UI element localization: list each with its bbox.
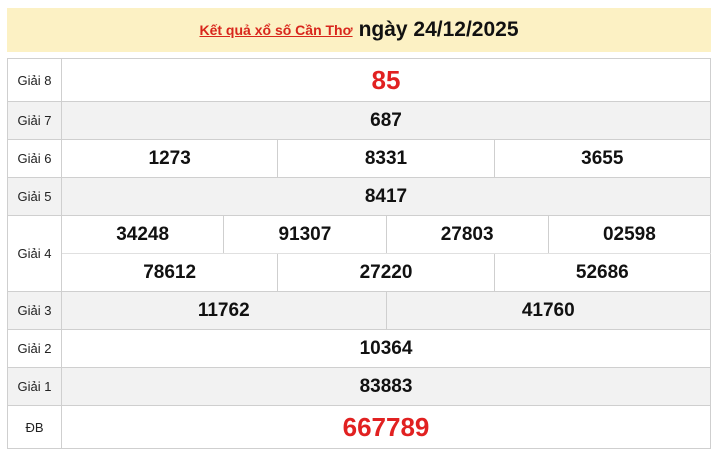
prize-number: 8417 bbox=[62, 178, 711, 215]
results-header: Kết quả xổ số Cần Thơ ngày 24/12/2025 bbox=[7, 8, 711, 52]
prize-number: 27803 bbox=[387, 216, 549, 253]
prize-label: Giải 5 bbox=[8, 178, 62, 215]
prize-row-2: Giải 2 10364 bbox=[8, 330, 711, 368]
prize-number: 8331 bbox=[278, 140, 495, 177]
prize-label: Giải 8 bbox=[8, 59, 62, 101]
prize-label: Giải 6 bbox=[8, 140, 62, 177]
special-prize-number: 667789 bbox=[62, 406, 711, 448]
prize-row-special: ĐB 667789 bbox=[8, 406, 711, 449]
prize-row-1: Giải 1 83883 bbox=[8, 368, 711, 406]
prize-number: 1273 bbox=[62, 140, 279, 177]
prize-number: 02598 bbox=[549, 216, 711, 253]
prize-label: Giải 1 bbox=[8, 368, 62, 405]
prize-label: Giải 2 bbox=[8, 330, 62, 367]
results-date: ngày 24/12/2025 bbox=[358, 18, 519, 41]
prize-number: 83883 bbox=[62, 368, 711, 405]
prize-number: 41760 bbox=[387, 292, 711, 329]
results-title-link[interactable]: Kết quả xổ số Cần Thơ bbox=[199, 22, 353, 38]
prize-number: 52686 bbox=[495, 254, 711, 291]
prize-label: Giải 7 bbox=[8, 102, 62, 139]
prize-number: 11762 bbox=[62, 292, 387, 329]
prize-number: 91307 bbox=[224, 216, 387, 253]
prize-number: 10364 bbox=[62, 330, 711, 367]
prize-number: 687 bbox=[62, 102, 711, 139]
prize-row-5: Giải 5 8417 bbox=[8, 178, 711, 216]
results-table: Giải 8 85 Giải 7 687 Giải 6 1273 8331 36… bbox=[7, 58, 711, 449]
prize-row-8: Giải 8 85 bbox=[8, 59, 711, 102]
prize-number: 27220 bbox=[278, 254, 495, 291]
prize-row-7: Giải 7 687 bbox=[8, 102, 711, 140]
prize-row-4: Giải 4 34248 91307 27803 02598 78612 272… bbox=[8, 216, 711, 292]
prize-label: Giải 4 bbox=[8, 216, 62, 291]
prize-number: 34248 bbox=[62, 216, 225, 253]
prize-number: 3655 bbox=[495, 140, 711, 177]
prize-number: 85 bbox=[62, 59, 711, 101]
prize-label: ĐB bbox=[8, 406, 62, 448]
prize-number: 78612 bbox=[62, 254, 279, 291]
prize-label: Giải 3 bbox=[8, 292, 62, 329]
prize-row-3: Giải 3 11762 41760 bbox=[8, 292, 711, 330]
prize-row-6: Giải 6 1273 8331 3655 bbox=[8, 140, 711, 178]
